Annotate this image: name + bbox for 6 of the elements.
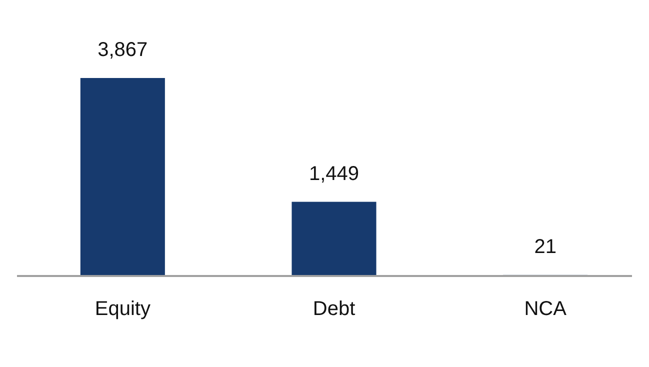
x-tick-label: NCA (524, 298, 568, 320)
x-tick-label: Equity (94, 298, 150, 320)
data-label: 21 (534, 236, 556, 258)
data-label: 1,449 (308, 162, 360, 185)
data-label: 3,867 (98, 39, 148, 61)
x-tick-label: Debt (312, 298, 356, 320)
